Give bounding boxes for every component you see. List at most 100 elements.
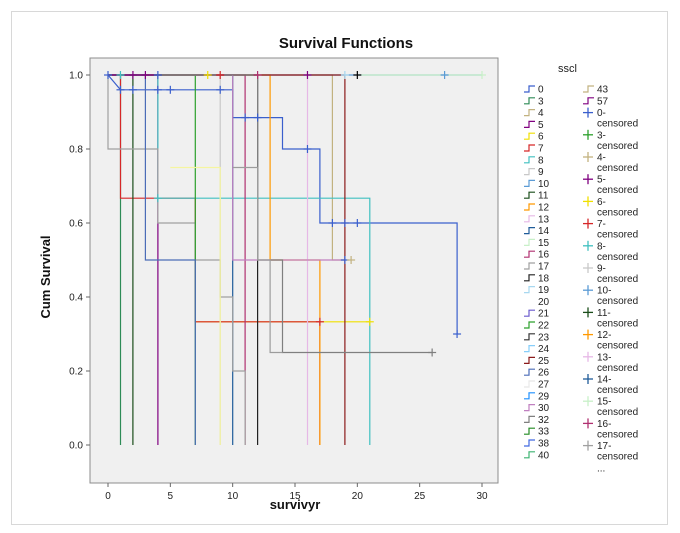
legend-item: 26 — [524, 368, 550, 379]
legend-item: 9 — [524, 167, 544, 178]
legend-label: 19 — [538, 285, 550, 296]
legend-item: 10 — [524, 179, 550, 190]
legend-item: 8-censored — [583, 240, 638, 263]
legend-item: 14-censored — [583, 374, 638, 396]
y-axis-label: Cum Survival — [38, 235, 53, 318]
legend-label: 25 — [538, 356, 550, 367]
legend-item: 21 — [524, 309, 550, 320]
legend-swatch — [524, 368, 535, 376]
legend-swatch — [524, 415, 535, 423]
legend-label: 8 — [538, 155, 544, 166]
legend-item: 19 — [524, 285, 550, 296]
y-tick-label: 0.6 — [69, 219, 83, 230]
legend-item: 15 — [524, 238, 550, 249]
legend-label: 9-censored — [597, 264, 638, 286]
legend-swatch — [583, 97, 594, 105]
x-tick-label: 30 — [476, 491, 488, 502]
legend-label: 5-censored — [597, 175, 638, 197]
series-43-line — [170, 166, 221, 445]
legend-label: 17-censored — [597, 441, 638, 463]
legend-label: 6 — [538, 132, 544, 143]
legend-swatch — [524, 356, 535, 364]
legend-item: 27 — [524, 380, 550, 391]
legend-item: 14 — [524, 226, 550, 237]
legend-swatch — [524, 215, 535, 223]
legend-item: 30 — [524, 403, 550, 414]
legend-label: 10 — [538, 179, 550, 190]
legend-label: 14-censored — [597, 375, 638, 397]
legend-item: 18 — [524, 273, 550, 284]
legend-title: sscl — [558, 63, 577, 75]
x-tick-label: 25 — [414, 491, 426, 502]
legend-label: 38 — [538, 439, 550, 450]
legend-item: 0 — [524, 85, 544, 96]
legend-item: 57 — [583, 96, 609, 107]
legend-label: 0 — [538, 85, 544, 96]
legend-item: 15-censored — [583, 396, 638, 418]
legend-item: 32 — [524, 415, 550, 426]
censored-marker — [253, 113, 262, 122]
x-tick-label: 10 — [227, 491, 239, 502]
censored-marker — [104, 71, 112, 79]
legend-label: 40 — [538, 450, 550, 461]
legend-label: 16-censored — [597, 419, 638, 441]
chart-frame: Survival Functions Cum Survival survivyr… — [11, 11, 668, 525]
legend-label: 26 — [538, 368, 550, 379]
censored-marker — [440, 71, 449, 79]
legend-label: 4 — [538, 108, 544, 119]
legend: 0345678910111213141516171819202122232425… — [524, 85, 638, 474]
legend-item: 17-censored — [583, 440, 638, 463]
censored-markers — [104, 71, 486, 357]
legend-item: 33 — [524, 427, 550, 438]
censored-marker — [353, 71, 362, 79]
plot-area — [89, 57, 499, 484]
legend-item: 9-censored — [583, 263, 638, 285]
censored-marker — [303, 145, 312, 153]
legend-label: 32 — [538, 415, 550, 426]
legend-item: ... — [597, 463, 605, 474]
legend-item: 20 — [524, 297, 550, 308]
tick-marks: 0 5 10 15 20 25 30 0.0 0.2 0.4 0.6 0.8 1.0 — [69, 71, 488, 503]
censored-marker — [216, 71, 225, 79]
censored-marker — [128, 85, 137, 94]
legend-label: 9 — [538, 167, 544, 178]
y-tick-label: 0.4 — [69, 293, 83, 304]
legend-item: 13-censored — [583, 351, 638, 374]
censored-marker — [340, 71, 349, 79]
legend-label: 0-censored — [597, 108, 638, 130]
legend-swatch — [524, 439, 535, 447]
legend-label: 3 — [538, 96, 544, 107]
legend-item: 11-censored — [583, 307, 638, 329]
legend-label: 5 — [538, 120, 544, 131]
censored-marker — [353, 219, 362, 227]
legend-item: 5 — [524, 120, 544, 131]
censored-marker — [203, 71, 212, 79]
censored-marker — [166, 85, 175, 94]
legend-item: 29 — [524, 391, 550, 402]
legend-label: 14 — [538, 226, 550, 237]
legend-item: 13 — [524, 214, 550, 225]
legend-item: 7 — [524, 144, 544, 155]
legend-item: 11 — [524, 191, 549, 202]
legend-swatch — [524, 451, 535, 459]
legend-swatch — [524, 85, 535, 93]
legend-swatch — [524, 203, 535, 211]
legend-item: 23 — [524, 332, 550, 343]
legend-item: 3 — [524, 96, 544, 107]
legend-label: 15-censored — [597, 397, 638, 419]
legend-swatch — [524, 156, 535, 164]
legend-swatch — [524, 392, 535, 400]
legend-item: 5-censored — [583, 174, 638, 196]
x-tick-label: 20 — [352, 491, 364, 502]
legend-item: 24 — [524, 344, 550, 355]
legend-label: 10-censored — [597, 286, 638, 308]
legend-label: ... — [597, 463, 605, 474]
legend-swatch — [524, 286, 535, 294]
censored-marker — [253, 71, 262, 79]
legend-item: 8 — [524, 155, 544, 166]
legend-label: 17 — [538, 262, 550, 273]
legend-item: 4-censored — [583, 152, 638, 174]
legend-swatch — [524, 179, 535, 187]
legend-label: 16 — [538, 250, 550, 261]
series-17-line — [107, 75, 246, 445]
